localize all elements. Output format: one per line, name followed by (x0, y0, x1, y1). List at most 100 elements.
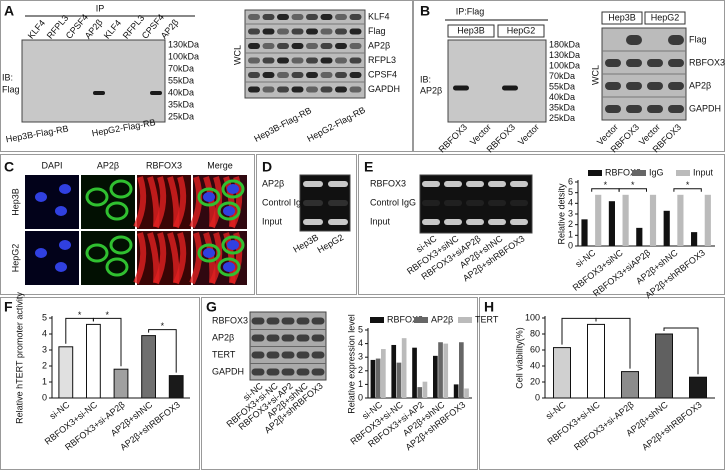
blot-band (320, 57, 333, 64)
blot (244, 9, 366, 99)
cytoplasm (221, 179, 245, 199)
y-tick-label: 2 (42, 360, 47, 370)
bar (595, 194, 602, 246)
bar (370, 359, 376, 398)
nucleus (55, 206, 67, 216)
blot-band (349, 28, 362, 35)
lane-label: KLF4 (102, 18, 123, 41)
blot-band (488, 181, 506, 187)
nucleus (35, 192, 47, 202)
blot-band (311, 317, 325, 325)
blot-band (296, 334, 310, 342)
significance-mark: * (631, 180, 635, 190)
y-tick-label: 2 (358, 365, 363, 375)
y-tick-label: 5 (358, 324, 363, 334)
blot (447, 39, 547, 123)
y-tick-label: 3 (358, 352, 363, 362)
bar (412, 347, 417, 398)
x-tick-label: AP2β+shRBFOX3 (640, 400, 704, 453)
legend-swatch (676, 170, 690, 176)
cell-stain (153, 176, 167, 229)
blot-band (291, 57, 304, 64)
cell-label: Hep3B (608, 12, 636, 22)
cell-stain (173, 176, 187, 229)
y-tick-label: 2 (568, 219, 573, 229)
blot-band (150, 91, 162, 95)
row-label: Input (370, 216, 391, 226)
blot-band (281, 351, 295, 359)
marker: 25kDa (168, 111, 194, 121)
legend-label: TERT (475, 314, 499, 324)
cytoplasm (197, 243, 221, 263)
bar (621, 371, 639, 399)
nucleus (223, 262, 235, 272)
blot-band (668, 82, 684, 90)
cytoplasm (217, 257, 241, 277)
panel-label: H (484, 299, 494, 315)
blot-band (335, 86, 347, 93)
panel-label: B (420, 3, 430, 19)
blot-band (306, 57, 318, 64)
blot-band (510, 219, 528, 225)
cell-label: HepG2 (651, 12, 680, 22)
lane-label: KLF4 (26, 18, 47, 41)
bar (381, 349, 386, 398)
blot-band (335, 43, 347, 49)
blot-band (306, 43, 318, 49)
blot-band (647, 82, 663, 90)
y-tick-label: 3 (568, 208, 573, 218)
blot-band (291, 28, 304, 35)
blot-band (444, 219, 462, 225)
cell-label: Hep3B (457, 25, 485, 35)
bar (622, 194, 629, 246)
row-label: Hep3B (10, 188, 20, 216)
blot-band (311, 351, 325, 359)
group-label: Hep3B-Flag-RB (5, 123, 69, 144)
bar (636, 227, 643, 246)
y-tick-label: 20 (530, 376, 540, 386)
blot-band (296, 368, 310, 376)
blot-band (306, 72, 318, 78)
marker: 25kDa (549, 113, 575, 123)
wcl-label: WCL (232, 45, 242, 65)
panel-label: F (4, 299, 13, 315)
y-tick-label: 4 (358, 338, 363, 348)
y-tick-label: 4 (568, 198, 573, 208)
blot-band (335, 57, 347, 64)
marker: 55kDa (549, 81, 575, 91)
panel-label: D (262, 159, 272, 175)
blot-band (320, 14, 333, 20)
blot-band (320, 86, 333, 93)
blot-band (444, 181, 462, 187)
blot-band (291, 86, 304, 93)
cytoplasm (109, 179, 133, 199)
bar (417, 387, 423, 398)
panel-label: G (206, 299, 217, 315)
x-tick-label: RBFOX3+si-AP2β (572, 400, 636, 453)
micrograph (25, 175, 79, 229)
y-tick-label: 0 (42, 392, 47, 402)
marker: 55kDa (168, 75, 194, 85)
row-label: GAPDH (212, 366, 244, 376)
blot-band (311, 368, 325, 376)
significance-mark: * (604, 180, 608, 190)
bar (691, 232, 698, 246)
row-label: Control IgG (370, 197, 416, 207)
column-label: AP2β (97, 160, 119, 170)
blot-band (488, 219, 506, 225)
blot-band (422, 181, 440, 187)
y-axis-label: Relative expression level (346, 314, 356, 414)
blot-band (303, 181, 323, 187)
cell-stain (133, 232, 147, 285)
bar (141, 335, 156, 399)
ib-label: IB: (420, 74, 431, 84)
cytoplasm (105, 257, 129, 277)
blot-band (488, 200, 506, 206)
cell-stain (189, 176, 203, 229)
bar (649, 194, 657, 246)
significance-bracket (663, 327, 699, 375)
group-label: Hep3B-Flag-RB (252, 105, 313, 144)
y-tick-label: 1 (42, 376, 47, 386)
bar (168, 375, 184, 399)
cytoplasm (221, 235, 245, 255)
